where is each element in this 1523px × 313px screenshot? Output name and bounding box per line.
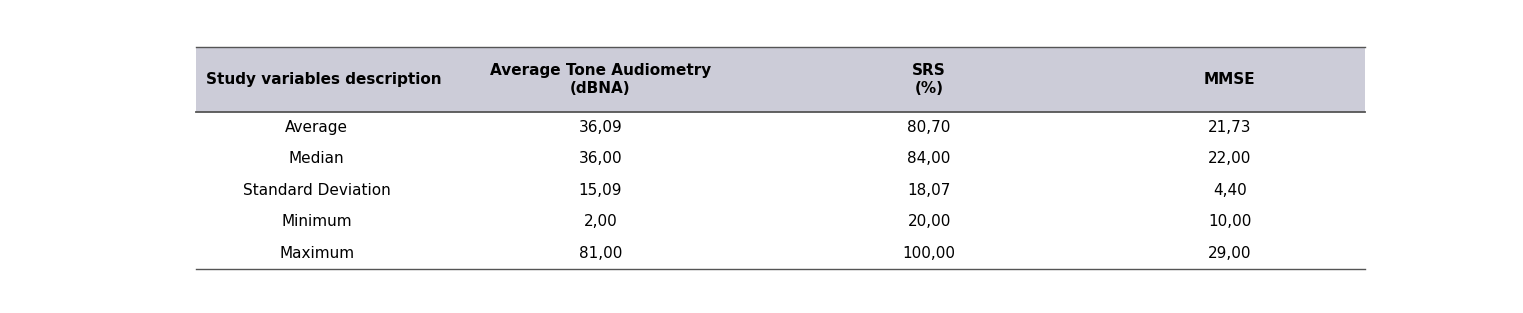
Text: 4,40: 4,40 <box>1212 183 1247 198</box>
Text: 20,00: 20,00 <box>908 214 950 229</box>
Text: SRS
(%): SRS (%) <box>912 63 946 96</box>
Text: 2,00: 2,00 <box>583 214 617 229</box>
Text: 29,00: 29,00 <box>1208 246 1252 261</box>
Text: 36,09: 36,09 <box>579 120 621 135</box>
Text: Average Tone Audiometry
(dBNA): Average Tone Audiometry (dBNA) <box>489 63 711 96</box>
Text: 21,73: 21,73 <box>1208 120 1252 135</box>
Text: MMSE: MMSE <box>1203 72 1255 87</box>
Text: 22,00: 22,00 <box>1208 151 1252 167</box>
Text: 18,07: 18,07 <box>908 183 950 198</box>
Text: Study variables description: Study variables description <box>206 72 442 87</box>
Text: Maximum: Maximum <box>279 246 355 261</box>
Text: 81,00: 81,00 <box>579 246 621 261</box>
Text: 100,00: 100,00 <box>903 246 955 261</box>
Text: 10,00: 10,00 <box>1208 214 1252 229</box>
Text: 15,09: 15,09 <box>579 183 621 198</box>
Text: 80,70: 80,70 <box>908 120 950 135</box>
Text: 84,00: 84,00 <box>908 151 950 167</box>
Text: Median: Median <box>289 151 344 167</box>
Text: Minimum: Minimum <box>282 214 352 229</box>
Text: Standard Deviation: Standard Deviation <box>242 183 390 198</box>
Text: Average: Average <box>285 120 349 135</box>
Text: 36,00: 36,00 <box>579 151 621 167</box>
